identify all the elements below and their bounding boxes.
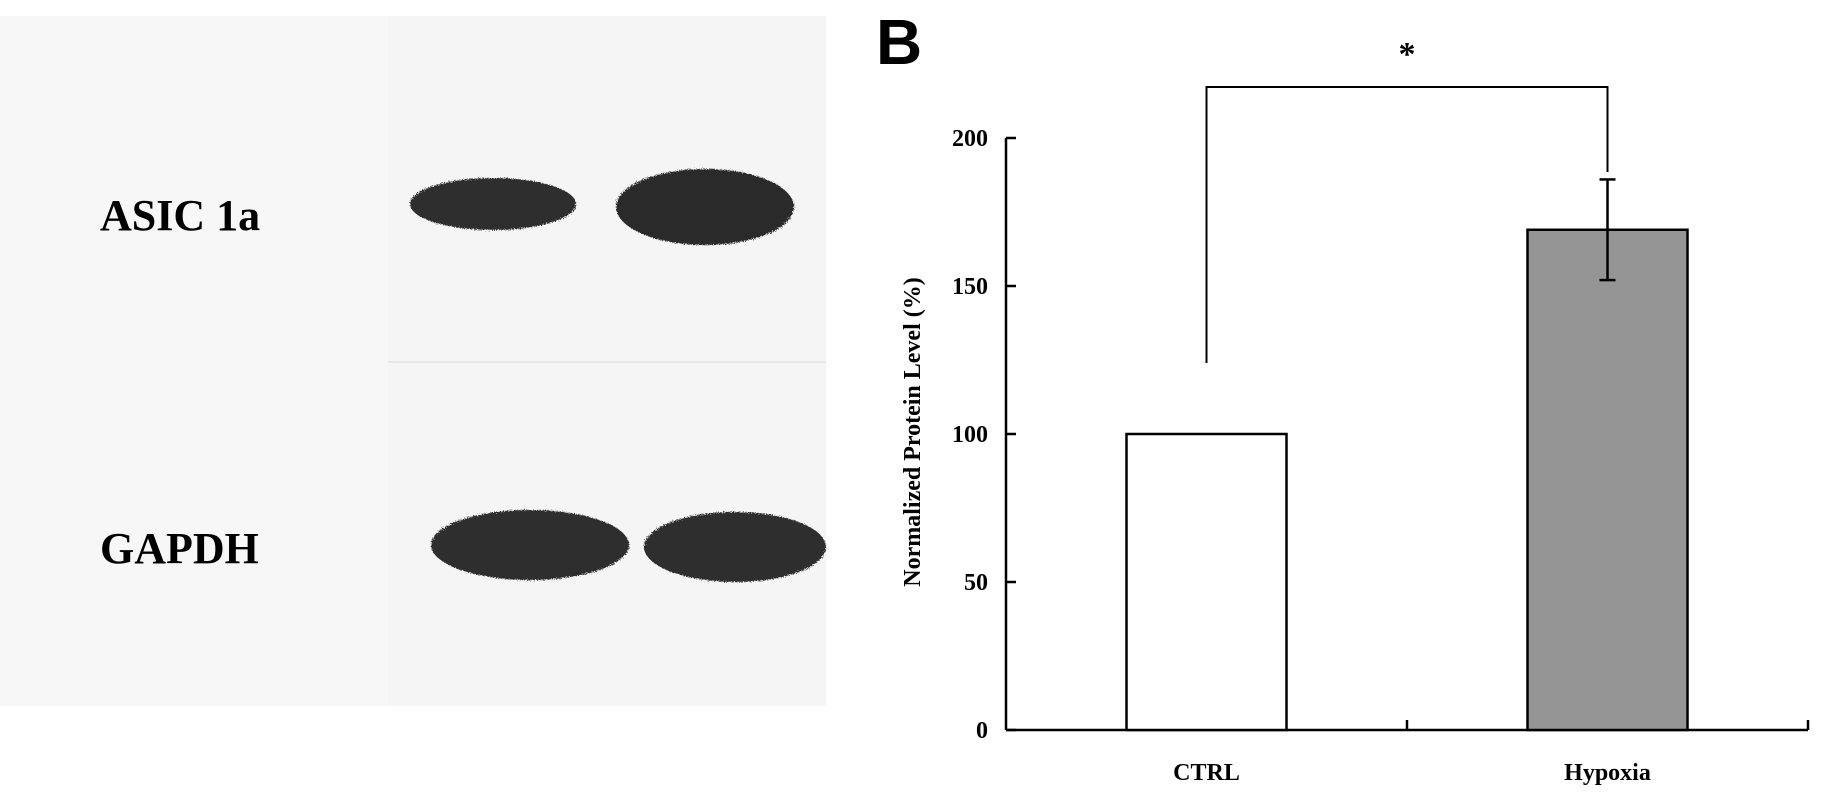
y-tick-label: 100 <box>952 422 988 448</box>
asic1a-band-ctrl <box>410 178 576 230</box>
gapdh-band-hypoxia <box>644 512 826 582</box>
y-tick-label: 0 <box>976 718 988 744</box>
y-axis-label: Normalized Protein Level (%) <box>900 277 926 586</box>
bar-ctrl <box>1125 432 1288 732</box>
blot-label-asic1a: ASIC 1a <box>100 191 260 240</box>
bar-chart: 0 50 100 150 200 CTRL Hypoxia * Normalized Prot… <box>900 36 1810 786</box>
y-tick-label: 50 <box>964 570 988 596</box>
x-tick-label-hypoxia: Hypoxia <box>1564 760 1651 786</box>
blot-label-gapdh: GAPDH <box>100 524 259 573</box>
asic1a-band-hypoxia <box>616 169 794 245</box>
significance-star: * <box>1399 36 1416 73</box>
y-tick-label: 200 <box>952 126 988 152</box>
x-tick-label-ctrl: CTRL <box>1173 760 1240 786</box>
panel-b-letter: B <box>876 6 923 78</box>
bar-hypoxia <box>1526 228 1689 732</box>
y-tick-label: 150 <box>952 274 988 300</box>
significance-bracket <box>1205 86 1609 363</box>
western-blot-image: ASIC 1a GAPDH <box>0 16 826 706</box>
gapdh-band-ctrl <box>431 510 629 580</box>
